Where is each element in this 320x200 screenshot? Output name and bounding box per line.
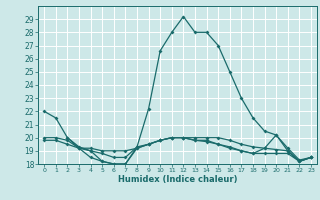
X-axis label: Humidex (Indice chaleur): Humidex (Indice chaleur) — [118, 175, 237, 184]
